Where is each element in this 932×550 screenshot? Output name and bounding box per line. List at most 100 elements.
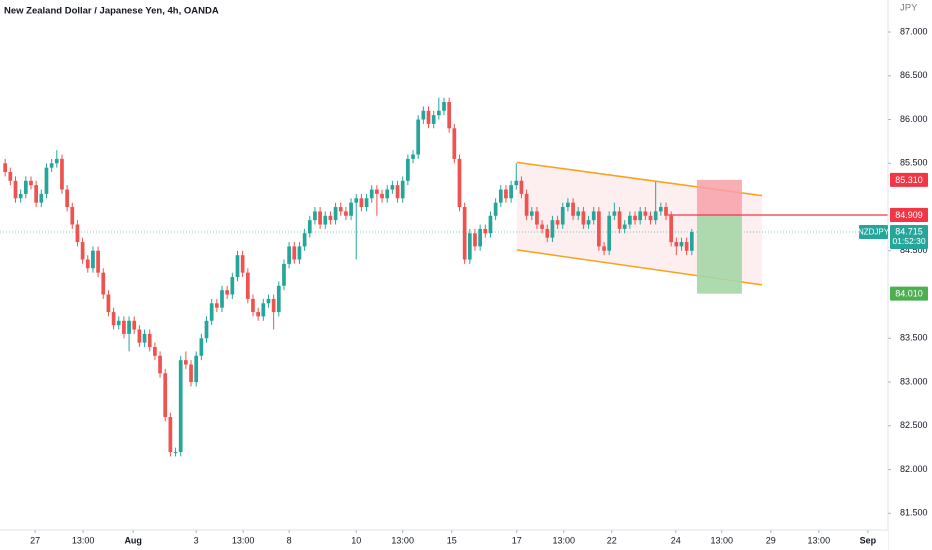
candle-body	[359, 198, 364, 208]
candle-body	[251, 298, 255, 313]
candle-body	[581, 211, 586, 225]
candle-body	[354, 198, 359, 203]
candle-body	[302, 233, 307, 247]
candle-body	[483, 228, 488, 234]
y-tick-label: 86.500	[900, 70, 928, 80]
candle-body	[545, 228, 550, 238]
candle-body	[147, 333, 152, 348]
candle-body	[406, 158, 410, 181]
candle-body	[540, 224, 544, 229]
candle-body	[106, 294, 111, 313]
candle-body	[633, 215, 637, 221]
candle-body	[34, 185, 38, 203]
candle-body	[60, 158, 64, 190]
x-tick-label: 10	[351, 535, 361, 545]
candle-body	[65, 189, 69, 208]
candle-body	[240, 255, 245, 273]
candle-body	[442, 102, 446, 111]
candle-body	[622, 224, 627, 229]
candle-body	[648, 215, 653, 221]
candle-body	[80, 242, 85, 260]
candle-body	[276, 285, 281, 313]
candle-body	[607, 215, 612, 251]
candle-body	[493, 202, 498, 216]
x-tick-label: 24	[671, 535, 681, 545]
candle-body	[101, 272, 106, 295]
y-tick-label: 85.500	[900, 158, 928, 168]
symbol-box	[859, 224, 888, 239]
candle-body	[214, 303, 219, 308]
candle-body	[369, 189, 374, 199]
candle-body	[127, 320, 131, 334]
candle-body	[535, 211, 539, 225]
x-tick-label: Sep	[860, 535, 877, 545]
candle-body	[85, 259, 90, 269]
candle-body	[555, 220, 560, 225]
x-tick-label: 29	[766, 535, 776, 545]
candle-body	[349, 202, 353, 216]
candle-body	[380, 193, 384, 199]
candle-body	[669, 215, 674, 243]
candle-body	[292, 246, 297, 260]
candle-body	[658, 207, 663, 212]
candle-body	[266, 298, 271, 304]
candle-body	[524, 193, 529, 216]
candle-body	[271, 298, 276, 313]
candle-body	[664, 207, 668, 216]
candle-body	[400, 180, 405, 199]
candle-body	[411, 154, 415, 159]
x-tick-label: 3	[194, 535, 199, 545]
candle-body	[628, 215, 632, 225]
candle-body	[333, 207, 338, 221]
candle-body	[344, 211, 348, 216]
candle-body	[8, 172, 13, 181]
candle-body	[390, 185, 395, 190]
candle-body	[168, 417, 173, 453]
candle-body	[653, 211, 658, 221]
candle-body	[684, 242, 689, 251]
candle-body	[689, 231, 694, 251]
candle-body	[132, 320, 137, 330]
target-zone	[696, 214, 742, 294]
plot-area	[0, 97, 888, 457]
candle-body	[307, 220, 312, 234]
candle-body	[70, 207, 75, 225]
candle-body	[457, 158, 462, 208]
y-tick-label: 83.000	[900, 376, 928, 386]
candle-body	[323, 215, 328, 225]
symbol-label: NZDJPY	[858, 228, 890, 237]
candle-body	[111, 312, 116, 326]
y-tick-label: 83.500	[900, 333, 928, 343]
candle-body	[44, 167, 49, 194]
candle-body	[235, 255, 240, 278]
candle-body	[256, 312, 260, 317]
candle-body	[586, 220, 591, 225]
candle-body	[591, 211, 596, 221]
y-tick-label: 86.000	[900, 114, 928, 124]
candle-body	[13, 180, 18, 199]
candle-body	[287, 246, 291, 264]
candle-body	[478, 228, 482, 247]
candle-body	[452, 128, 457, 159]
candle-body	[395, 185, 400, 199]
candle-body	[313, 211, 317, 221]
candle-body	[3, 163, 8, 173]
candle-body	[679, 242, 684, 247]
candle-body	[498, 189, 503, 203]
candle-body	[602, 246, 606, 251]
stop-label: 85.310	[895, 175, 923, 185]
candle-body	[39, 193, 44, 203]
candle-body	[245, 272, 250, 299]
candle-body	[75, 224, 80, 243]
y-tick-label: 81.500	[900, 508, 928, 518]
candle-body	[519, 180, 524, 194]
countdown: 01:52:30	[892, 236, 925, 246]
y-tick-label: 82.000	[900, 464, 928, 474]
axes: 87.000 86.500 86.000 85.500 84.500 83.500 83.0…	[30, 26, 928, 545]
candle-body	[328, 215, 333, 221]
candle-body	[473, 233, 477, 247]
candle-body	[447, 102, 452, 129]
candle-body	[617, 211, 622, 229]
candle-body	[54, 158, 59, 164]
